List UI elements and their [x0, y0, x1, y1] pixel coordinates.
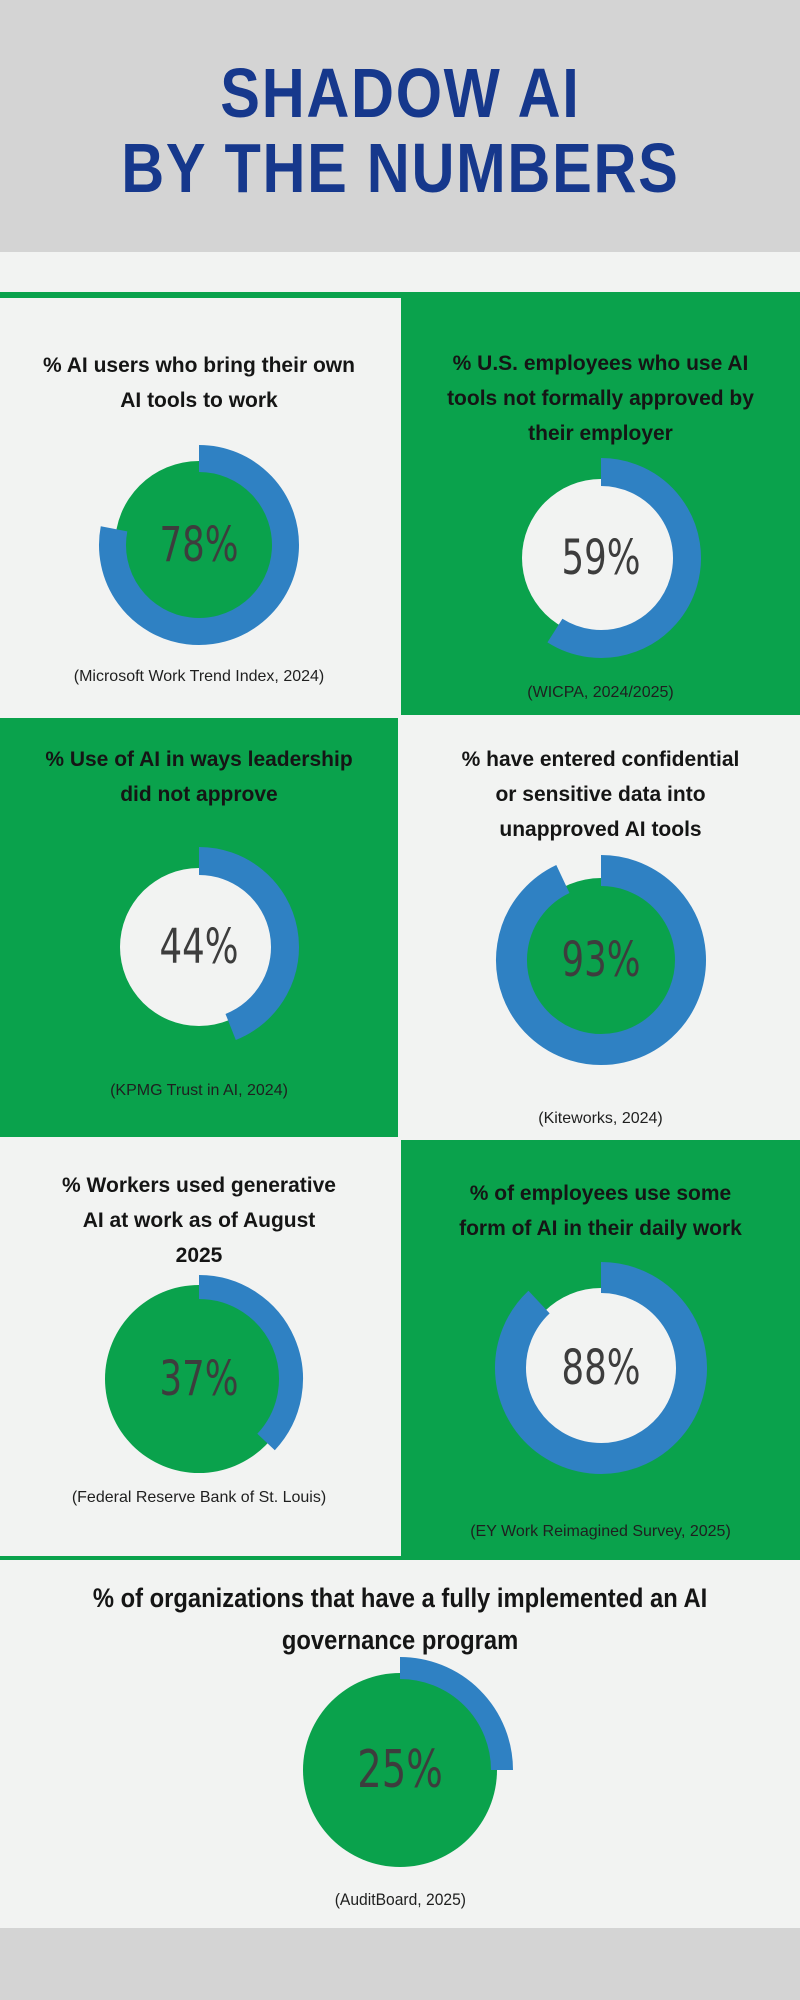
stat-card-leadership-not-approve: % Use of AI in ways leadership did not a…	[0, 718, 398, 1137]
percent-value: 88%	[561, 1340, 640, 1396]
stat-card-daily-ai-use: % of employees use some form of AI in th…	[401, 1140, 800, 1556]
stat-title: % Use of AI in ways leadership did not a…	[45, 748, 353, 806]
donut-chart: 37%	[93, 1273, 305, 1485]
percent-value: 37%	[159, 1351, 239, 1407]
stat-card-byo-ai-tools: % AI users who bring their own AI tools …	[0, 298, 398, 715]
stat-title: % of organizations that have a fully imp…	[92, 1583, 708, 1655]
source-citation: (KPMG Trust in AI, 2024)	[110, 1082, 288, 1099]
footer-band	[0, 1928, 800, 2000]
source-citation: (EY Work Reimagined Survey, 2025)	[470, 1523, 731, 1540]
header-spacer	[0, 252, 800, 292]
source-citation: (Federal Reserve Bank of St. Louis)	[71, 1489, 327, 1506]
stat-card-unapproved-tools: % U.S. employees who use AI tools not fo…	[401, 298, 800, 715]
percent-value: 25%	[357, 1740, 443, 1800]
stat-title: % U.S. employees who use AI tools not fo…	[447, 352, 754, 445]
source-citation: (WICPA, 2024/2025)	[527, 684, 674, 701]
stat-card-genai-workers: % Workers used generative AI at work as …	[0, 1140, 398, 1556]
stat-card-confidential-data: % have entered confidential or sensitive…	[401, 718, 800, 1137]
source-citation: (AuditBoard, 2025)	[334, 1890, 466, 1909]
percent-value: 93%	[561, 932, 640, 988]
donut-chart: 93%	[494, 853, 708, 1067]
stat-title: % AI users who bring their own AI tools …	[43, 354, 355, 412]
green-divider	[0, 292, 800, 298]
percent-value: 44%	[159, 919, 239, 975]
page-title: SHADOW AI BY THE NUMBERS	[120, 54, 680, 207]
percent-value: 78%	[159, 517, 239, 573]
source-citation: (Microsoft Work Trend Index, 2024)	[73, 668, 325, 685]
stat-title: % have entered confidential or sensitive…	[461, 748, 740, 841]
donut-chart: 25%	[280, 1650, 520, 1890]
donut-chart: 44%	[94, 842, 304, 1052]
donut-chart: 88%	[493, 1260, 709, 1476]
percent-value: 59%	[561, 530, 640, 586]
stat-title: % of employees use some form of AI in th…	[459, 1182, 742, 1240]
stat-title: % Workers used generative AI at work as …	[62, 1174, 336, 1267]
donut-chart: 59%	[496, 453, 706, 663]
source-citation: (Kiteworks, 2024)	[538, 1110, 663, 1127]
stat-card-governance-program: % of organizations that have a fully imp…	[0, 1560, 800, 1928]
infographic-header: SHADOW AI BY THE NUMBERS	[0, 0, 800, 252]
stats-grid: % AI users who bring their own AI tools …	[0, 298, 800, 1560]
donut-chart: 78%	[94, 440, 304, 650]
